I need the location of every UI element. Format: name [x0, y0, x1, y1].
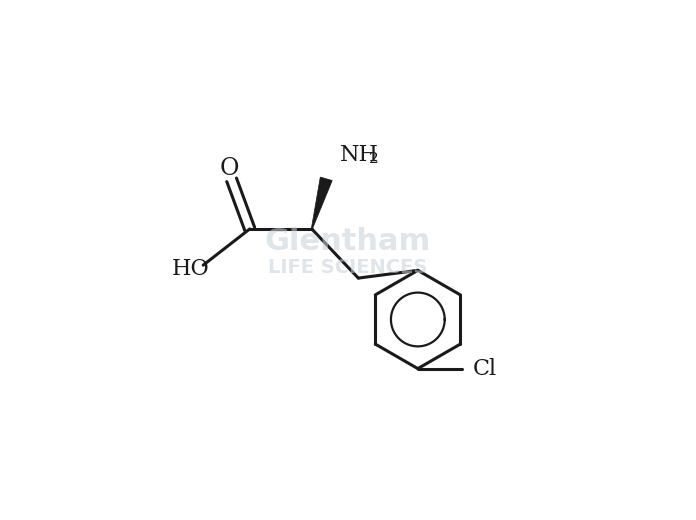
Polygon shape [311, 177, 332, 229]
Text: Glentham: Glentham [265, 227, 431, 256]
Text: 2: 2 [369, 152, 379, 166]
Text: HO: HO [171, 258, 209, 280]
Text: NH: NH [340, 144, 379, 166]
Text: LIFE SCIENCES: LIFE SCIENCES [269, 258, 427, 277]
Text: O: O [219, 157, 239, 180]
Text: Cl: Cl [473, 358, 498, 380]
